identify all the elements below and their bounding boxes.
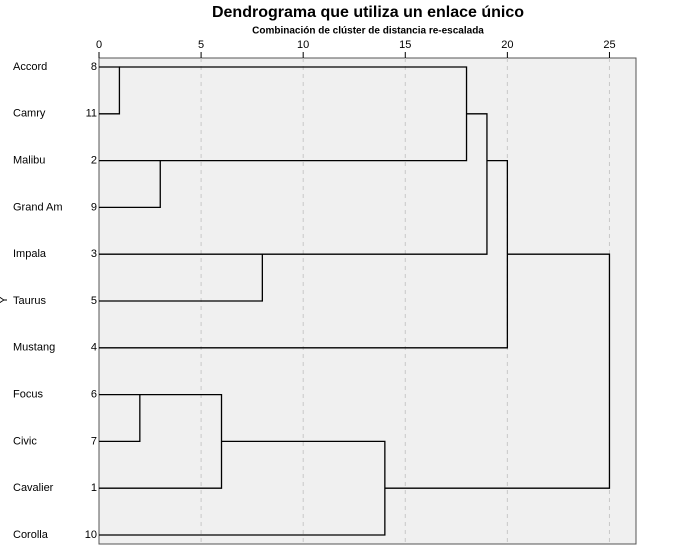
chart-title: Dendrograma que utiliza un enlace único xyxy=(212,4,524,21)
x-tick-label: 20 xyxy=(501,39,513,51)
leaf-label: Malibu xyxy=(13,155,45,167)
x-tick-label: 5 xyxy=(198,39,204,51)
leaf-label: Camry xyxy=(13,108,46,120)
leaf-case: 3 xyxy=(91,248,97,260)
branch xyxy=(99,159,509,349)
leaf-case: 10 xyxy=(85,529,97,541)
leaf-case: 11 xyxy=(86,108,97,120)
leaf-label: Focus xyxy=(13,389,43,401)
leaf-label: Impala xyxy=(13,248,47,260)
leaf-label: Corolla xyxy=(13,529,49,541)
leaf-case: 2 xyxy=(91,155,97,167)
x-tick-label: 15 xyxy=(399,39,411,51)
branch xyxy=(262,113,488,255)
leaf-case: 5 xyxy=(91,295,97,307)
chart-subtitle: Combinación de clúster de distancia re-e… xyxy=(252,26,484,37)
leaf-case: 4 xyxy=(91,342,97,354)
leaf-label: Cavalier xyxy=(13,482,54,494)
leaf-label: Mustang xyxy=(13,342,55,354)
leaf-label: Civic xyxy=(13,435,37,447)
leaf-case: 6 xyxy=(91,389,97,401)
x-tick-label: 25 xyxy=(603,39,615,51)
y-axis-label: Y xyxy=(0,296,10,304)
leaf-case: 8 xyxy=(91,61,97,73)
branch xyxy=(99,66,121,115)
leaf-case: 9 xyxy=(91,201,97,213)
x-tick-label: 10 xyxy=(297,39,309,51)
x-tick-label: 0 xyxy=(96,39,102,51)
branch xyxy=(384,253,611,489)
branch xyxy=(99,253,263,302)
leaf-case: 7 xyxy=(91,435,97,447)
leaf-label: Accord xyxy=(13,61,47,73)
leaf-label: Grand Am xyxy=(13,201,63,213)
branch xyxy=(99,440,386,536)
leaf-label: Taurus xyxy=(13,295,47,307)
branch xyxy=(99,159,161,209)
branch xyxy=(99,393,141,443)
leaf-case: 1 xyxy=(91,482,97,494)
